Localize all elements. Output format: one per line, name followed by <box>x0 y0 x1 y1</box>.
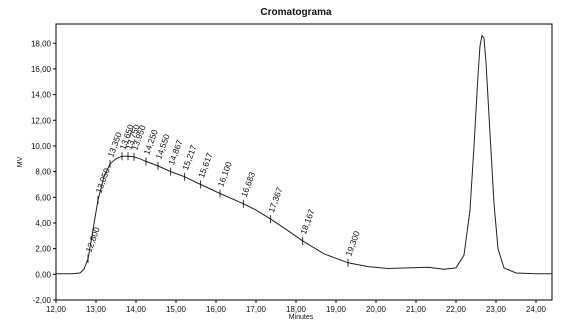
x-tick-label: 17,00 <box>246 305 267 314</box>
y-tick-label: 0,00 <box>35 270 51 279</box>
peak-label: 17,367 <box>266 186 284 214</box>
x-tick-label: 18,00 <box>286 305 307 314</box>
y-tick-label: 18,00 <box>31 39 52 48</box>
x-tick-label: 15,00 <box>166 305 187 314</box>
axis-ticks: 12,00 13,00 14,00 15,00 16,00 17,00 18,00 19,00… <box>31 39 547 314</box>
peak-label: 15,617 <box>196 151 214 179</box>
y-tick-label: 2,00 <box>35 245 51 254</box>
peak-label: 19,300 <box>343 229 361 257</box>
y-tick-label: 8,00 <box>35 168 51 177</box>
peak-label: 15,217 <box>180 143 198 171</box>
peak-label: 16,100 <box>215 160 233 188</box>
y-tick-label: 16,00 <box>31 65 52 74</box>
y-tick-label: -2,00 <box>33 296 52 305</box>
x-tick-label: 22,00 <box>446 305 467 314</box>
x-tick-label: 12,00 <box>46 305 67 314</box>
x-tick-label: 21,00 <box>406 305 427 314</box>
y-tick-label: 12,00 <box>31 116 52 125</box>
x-axis-label: Minutes <box>289 314 314 321</box>
y-axis-label: MV <box>17 156 24 167</box>
chromatogram-trace <box>56 34 552 275</box>
peak-label: 16,683 <box>239 170 257 198</box>
x-tick-label: 14,00 <box>126 305 147 314</box>
y-tick-label: 10,00 <box>31 142 52 151</box>
x-tick-label: 13,00 <box>86 305 107 314</box>
y-tick-label: 14,00 <box>31 91 52 100</box>
peak-label: 12,800 <box>83 225 101 253</box>
plot-area <box>55 23 553 301</box>
y-tick-label: 4,00 <box>35 219 51 228</box>
peak-label: 18,167 <box>298 208 316 236</box>
chart-title: Cromatograma <box>260 7 332 18</box>
x-tick-label: 19,00 <box>326 305 347 314</box>
x-tick-label: 24,00 <box>526 305 547 314</box>
x-tick-label: 20,00 <box>366 305 387 314</box>
x-tick-label: 16,00 <box>206 305 227 314</box>
y-tick-label: 6,00 <box>35 193 51 202</box>
peak-label: 13,050 <box>93 166 111 194</box>
x-tick-label: 23,00 <box>486 305 507 314</box>
